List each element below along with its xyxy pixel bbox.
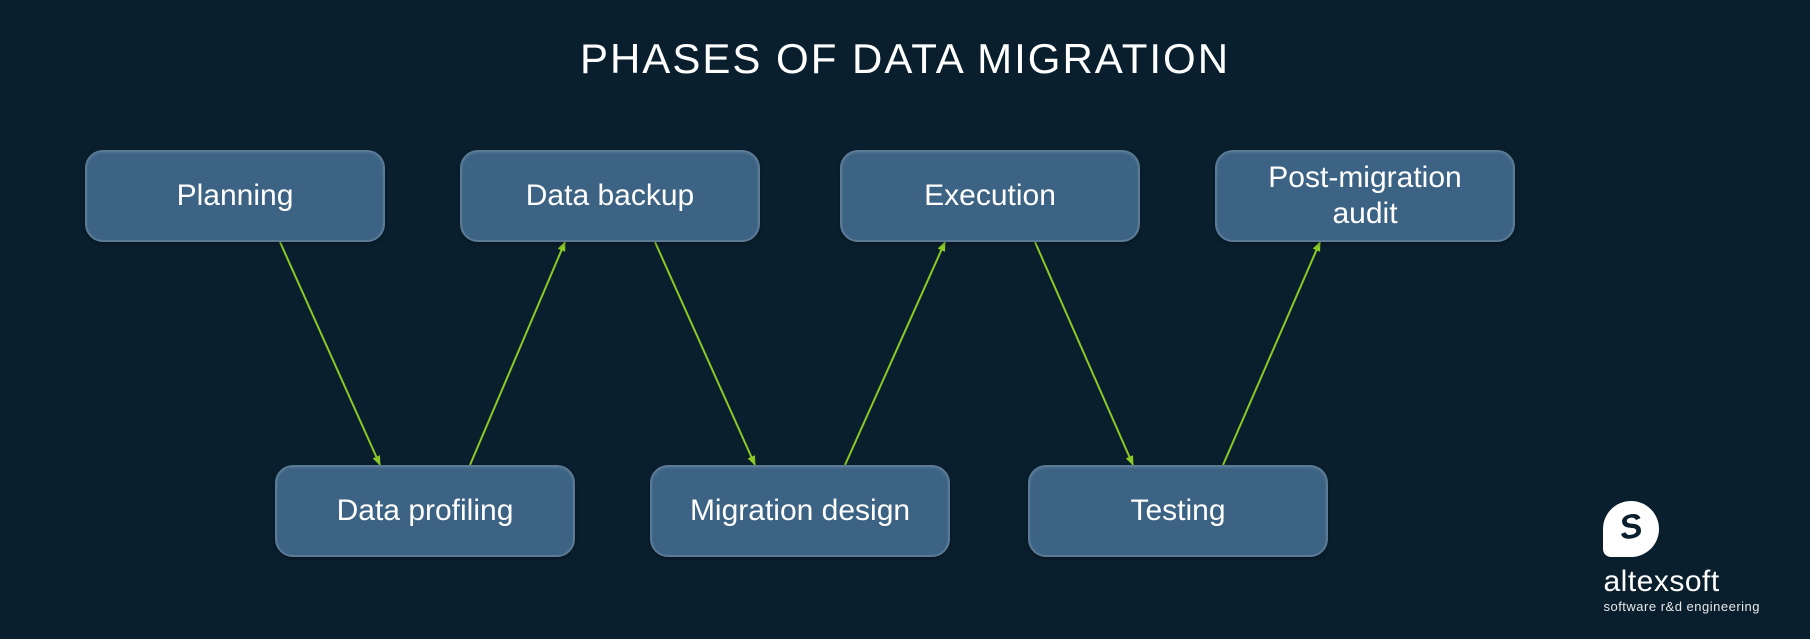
brand-logo: S altexsoft software r&d engineering (1603, 501, 1760, 614)
flow-node-execution: Execution (840, 150, 1140, 242)
brand-logo-tagline: software r&d engineering (1603, 599, 1760, 614)
flow-edge (655, 242, 755, 465)
flow-node-data-profiling: Data profiling (275, 465, 575, 557)
flow-edge (1035, 242, 1133, 465)
brand-logo-name: altexsoft (1603, 565, 1760, 599)
flow-node-migration-design: Migration design (650, 465, 950, 557)
flow-edge (1223, 242, 1320, 465)
brand-logo-glyph: S (1617, 506, 1646, 548)
page-title: PHASES OF DATA MIGRATION (580, 35, 1230, 83)
flow-node-testing: Testing (1028, 465, 1328, 557)
flow-node-post-migration: Post-migration audit (1215, 150, 1515, 242)
flow-node-planning: Planning (85, 150, 385, 242)
flow-edge (845, 242, 945, 465)
flow-edge (280, 242, 380, 465)
brand-logo-icon: S (1603, 501, 1659, 557)
flow-edge (470, 242, 565, 465)
flow-node-data-backup: Data backup (460, 150, 760, 242)
